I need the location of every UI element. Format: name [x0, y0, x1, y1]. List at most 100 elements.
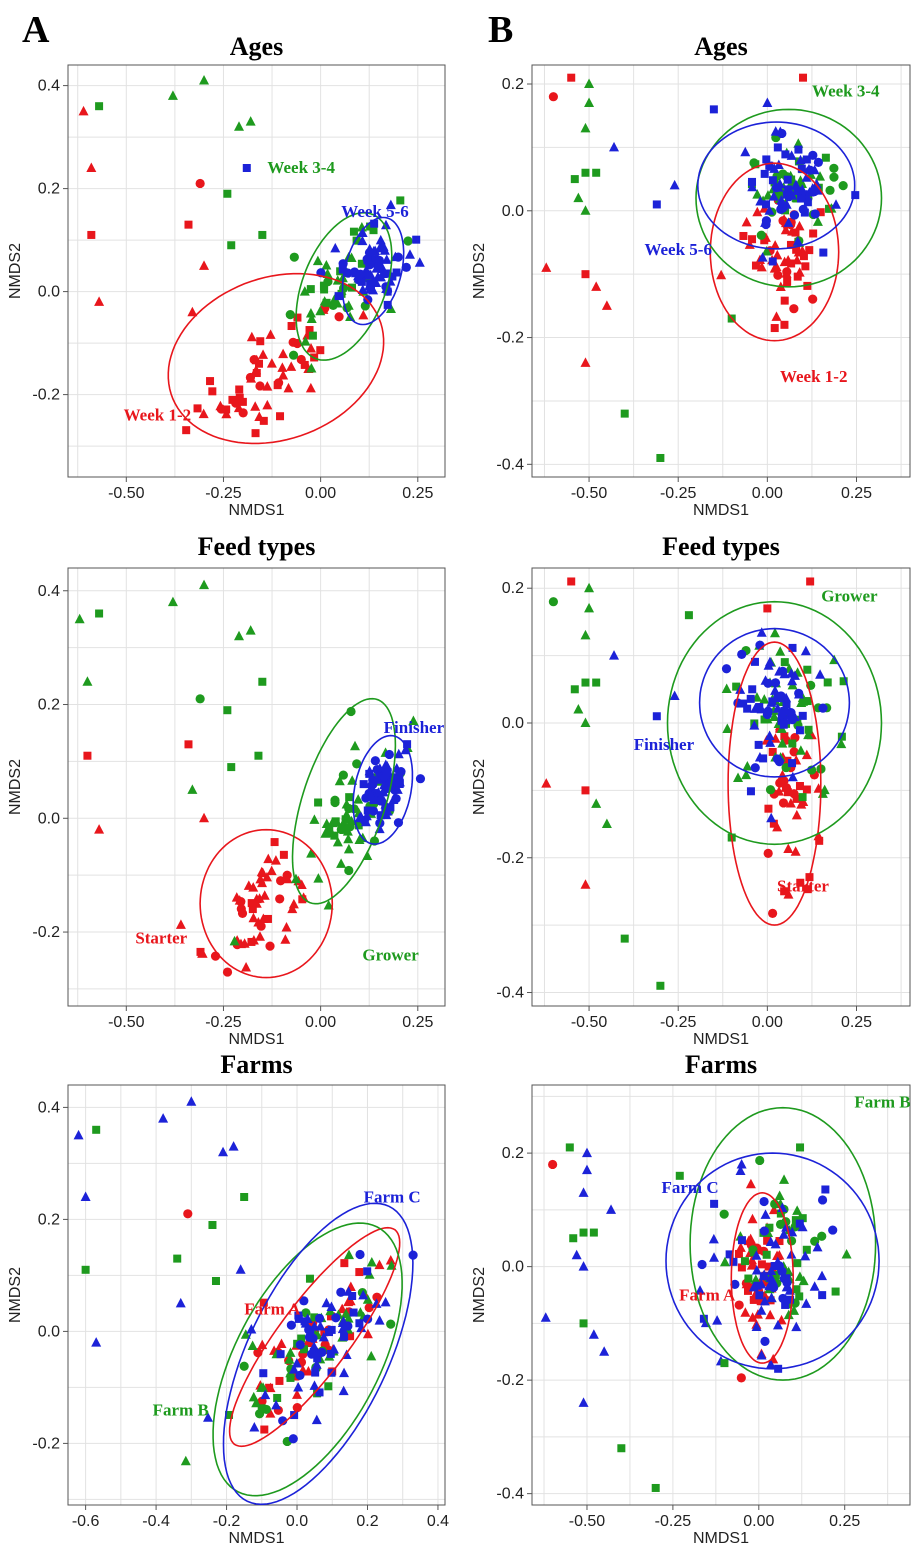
data-point	[763, 660, 774, 670]
data-point	[764, 205, 775, 215]
data-point	[720, 1359, 729, 1368]
data-point	[187, 784, 198, 794]
data-point	[756, 1297, 765, 1306]
data-point	[591, 281, 602, 291]
data-point	[199, 260, 210, 270]
data-point	[821, 153, 830, 162]
data-point	[744, 1283, 753, 1292]
data-point	[565, 1143, 574, 1152]
data-point	[344, 865, 354, 876]
data-point	[345, 311, 356, 322]
data-point	[348, 1291, 357, 1300]
x-tick-label: -0.25	[205, 485, 242, 502]
data-point	[819, 248, 828, 257]
group-label: Week 1-2	[780, 367, 848, 386]
data-point	[779, 668, 790, 679]
data-point	[755, 703, 764, 712]
data-point	[321, 259, 332, 270]
data-point	[592, 168, 601, 177]
data-point	[601, 818, 612, 829]
data-point	[838, 181, 848, 191]
data-point	[228, 1141, 239, 1151]
data-point	[805, 246, 814, 255]
data-point	[780, 296, 789, 305]
data-point	[313, 873, 324, 883]
x-tick-label: -0.25	[655, 1513, 692, 1530]
data-point	[739, 231, 748, 240]
data-point	[366, 790, 377, 801]
data-point	[311, 1359, 322, 1369]
data-point	[779, 1174, 790, 1184]
group-label: Grower	[821, 587, 878, 606]
data-point	[793, 186, 802, 195]
data-point	[83, 751, 92, 760]
data-point	[652, 200, 661, 209]
y-tick-label: 0.2	[502, 580, 524, 597]
data-point	[256, 337, 265, 346]
data-point	[305, 1274, 314, 1283]
data-point	[270, 838, 279, 847]
data-point	[278, 1416, 288, 1426]
x-tick-label: -0.50	[569, 1513, 606, 1530]
data-point	[773, 143, 782, 152]
data-point	[763, 604, 772, 613]
data-point	[741, 216, 752, 227]
data-point	[80, 1191, 91, 1201]
data-point	[756, 627, 767, 637]
data-point	[415, 774, 426, 784]
data-point	[768, 1204, 779, 1215]
data-point	[818, 1291, 827, 1300]
data-point	[336, 858, 347, 868]
data-point	[836, 738, 847, 749]
data-point	[762, 200, 771, 209]
x-axis-label: NMDS1	[693, 1530, 749, 1547]
data-point	[768, 908, 778, 918]
data-point	[255, 381, 265, 391]
data-point	[353, 794, 364, 804]
data-point	[286, 1373, 295, 1382]
data-point	[775, 1237, 784, 1246]
data-point	[258, 230, 267, 239]
data-point	[221, 408, 232, 419]
data-point	[786, 668, 797, 678]
data-point	[811, 178, 822, 189]
group-label: Farm C	[364, 1188, 421, 1207]
data-point	[334, 292, 343, 301]
data-point	[414, 257, 425, 267]
data-point	[316, 346, 325, 355]
data-point	[800, 208, 809, 217]
data-point	[815, 171, 826, 181]
data-point	[751, 160, 760, 169]
data-point	[801, 172, 812, 182]
data-point	[248, 1391, 259, 1402]
data-point	[776, 1209, 785, 1218]
data-point	[271, 1399, 282, 1410]
confidence-ellipse	[666, 600, 883, 846]
data-point	[772, 1319, 783, 1330]
y-tick-label: -0.4	[496, 985, 524, 1002]
data-point	[382, 768, 391, 777]
data-point	[277, 362, 288, 372]
data-point	[773, 270, 783, 280]
data-point	[774, 1190, 785, 1201]
y-axis-label: NMDS2	[471, 759, 488, 815]
data-point	[782, 1274, 791, 1283]
y-tick-label: -0.2	[32, 1435, 60, 1452]
data-point	[305, 382, 316, 393]
group-label: Farm B	[153, 1400, 209, 1419]
data-point	[786, 1295, 795, 1304]
data-point	[774, 666, 785, 676]
data-point	[765, 1359, 776, 1369]
y-tick-label: 0.4	[38, 78, 60, 95]
data-point	[795, 745, 806, 755]
data-point	[357, 235, 368, 246]
data-point	[338, 265, 347, 274]
confidence-ellipse	[730, 1191, 795, 1364]
data-point	[769, 627, 780, 638]
data-point	[541, 262, 552, 272]
data-point	[759, 1226, 770, 1236]
data-point	[393, 818, 404, 828]
data-point	[92, 1125, 101, 1134]
x-tick-label: 0.00	[743, 1513, 774, 1530]
data-point	[766, 1265, 777, 1276]
